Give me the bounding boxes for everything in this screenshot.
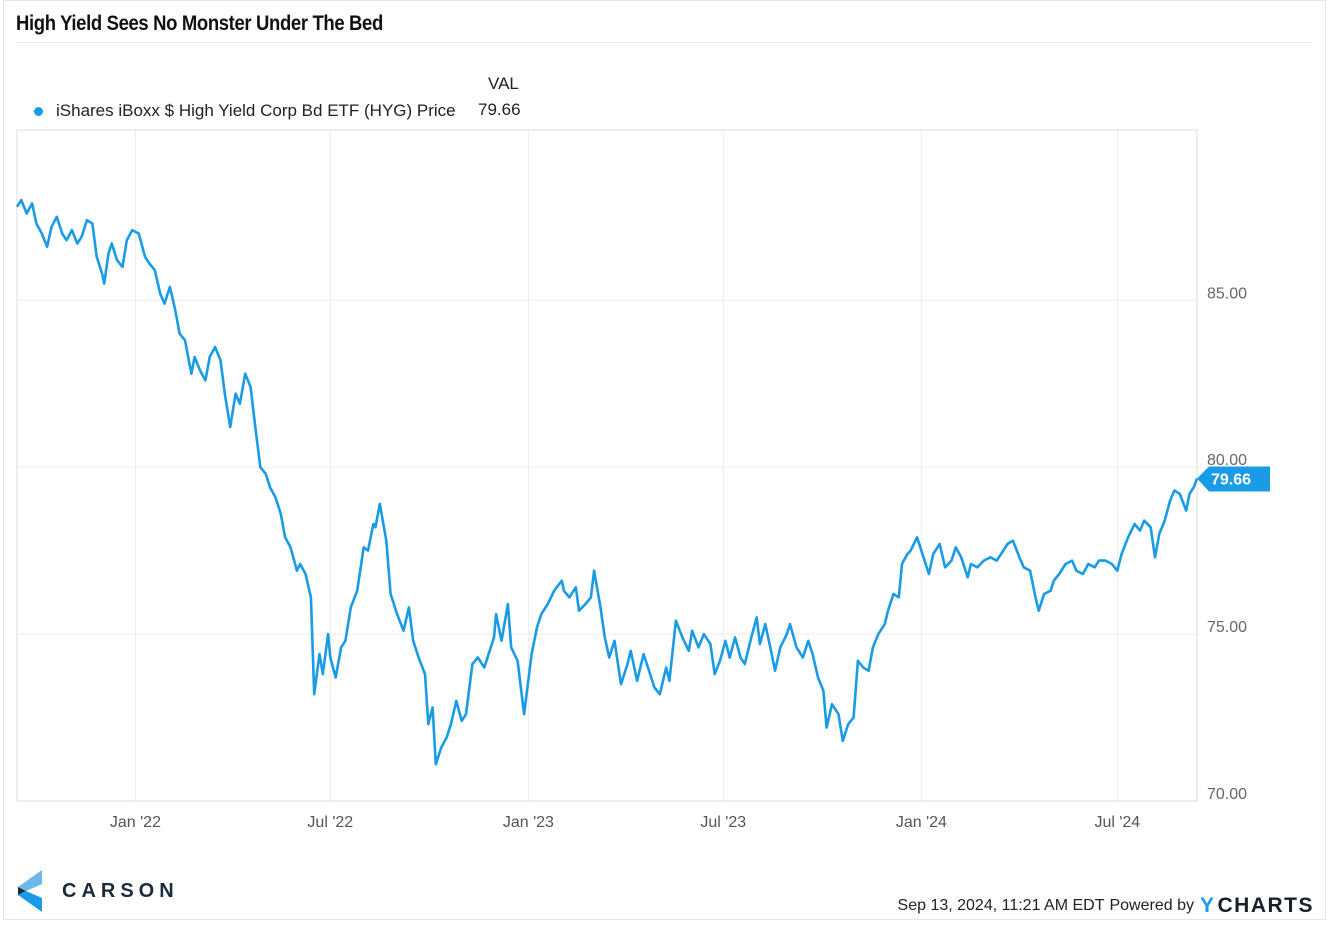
last-value-flag-label: 79.66 [1211,472,1251,489]
powered-by-label: Powered by [1109,897,1194,914]
y-axis: 70.00 75.00 80.00 85.00 [1207,285,1247,803]
legend-item[interactable]: iShares iBoxx $ High Yield Corp Bd ETF (… [34,100,456,122]
legend-dot-icon [34,106,43,116]
footer-attribution: Sep 13, 2024, 11:21 AM EDT Powered by Y … [898,894,1314,918]
last-value-flag: 79.66 [1197,466,1270,492]
y-tick-label: 80.00 [1207,452,1247,469]
carson-logo: CARSON [18,870,179,912]
grid-lines [17,130,1197,802]
x-tick-label: Jul '24 [1094,814,1140,831]
x-tick-label: Jan '23 [503,814,554,831]
last-value-flag-shape [1197,466,1270,492]
carson-chevron-icon [18,870,42,912]
series-line-hyg[interactable] [15,198,1199,766]
title-divider [16,42,1312,43]
ycharts-logo[interactable]: Y CHARTS [1200,894,1314,918]
legend-label: iShares iBoxx $ High Yield Corp Bd ETF (… [56,101,456,120]
timestamp: Sep 13, 2024, 11:21 AM EDT [897,897,1105,914]
ycharts-wordmark: CHARTS [1217,894,1314,917]
x-tick-label: Jul '23 [700,814,746,831]
y-tick-label: 85.00 [1207,285,1247,302]
plot-area-border [16,129,1198,802]
carson-logo-text: CARSON [62,879,179,902]
x-tick-label: Jul '22 [307,814,353,831]
y-tick-label: 75.00 [1207,619,1247,636]
footer-divider [4,919,1326,920]
legend-value: 79.66 [478,100,521,119]
x-tick-label: Jan '22 [110,814,161,831]
legend-column-header: VAL [488,74,519,93]
y-tick-label: 70.00 [1207,786,1247,803]
x-axis: Jan '22 Jul '22 Jan '23 Jul '23 Jan '24 Jul '… [110,814,1140,831]
x-tick-label: Jan '24 [896,814,947,831]
ycharts-y-icon: Y [1199,894,1216,917]
chart-frame [3,0,1326,920]
page-title: High Yield Sees No Monster Under The Bed [16,12,383,35]
